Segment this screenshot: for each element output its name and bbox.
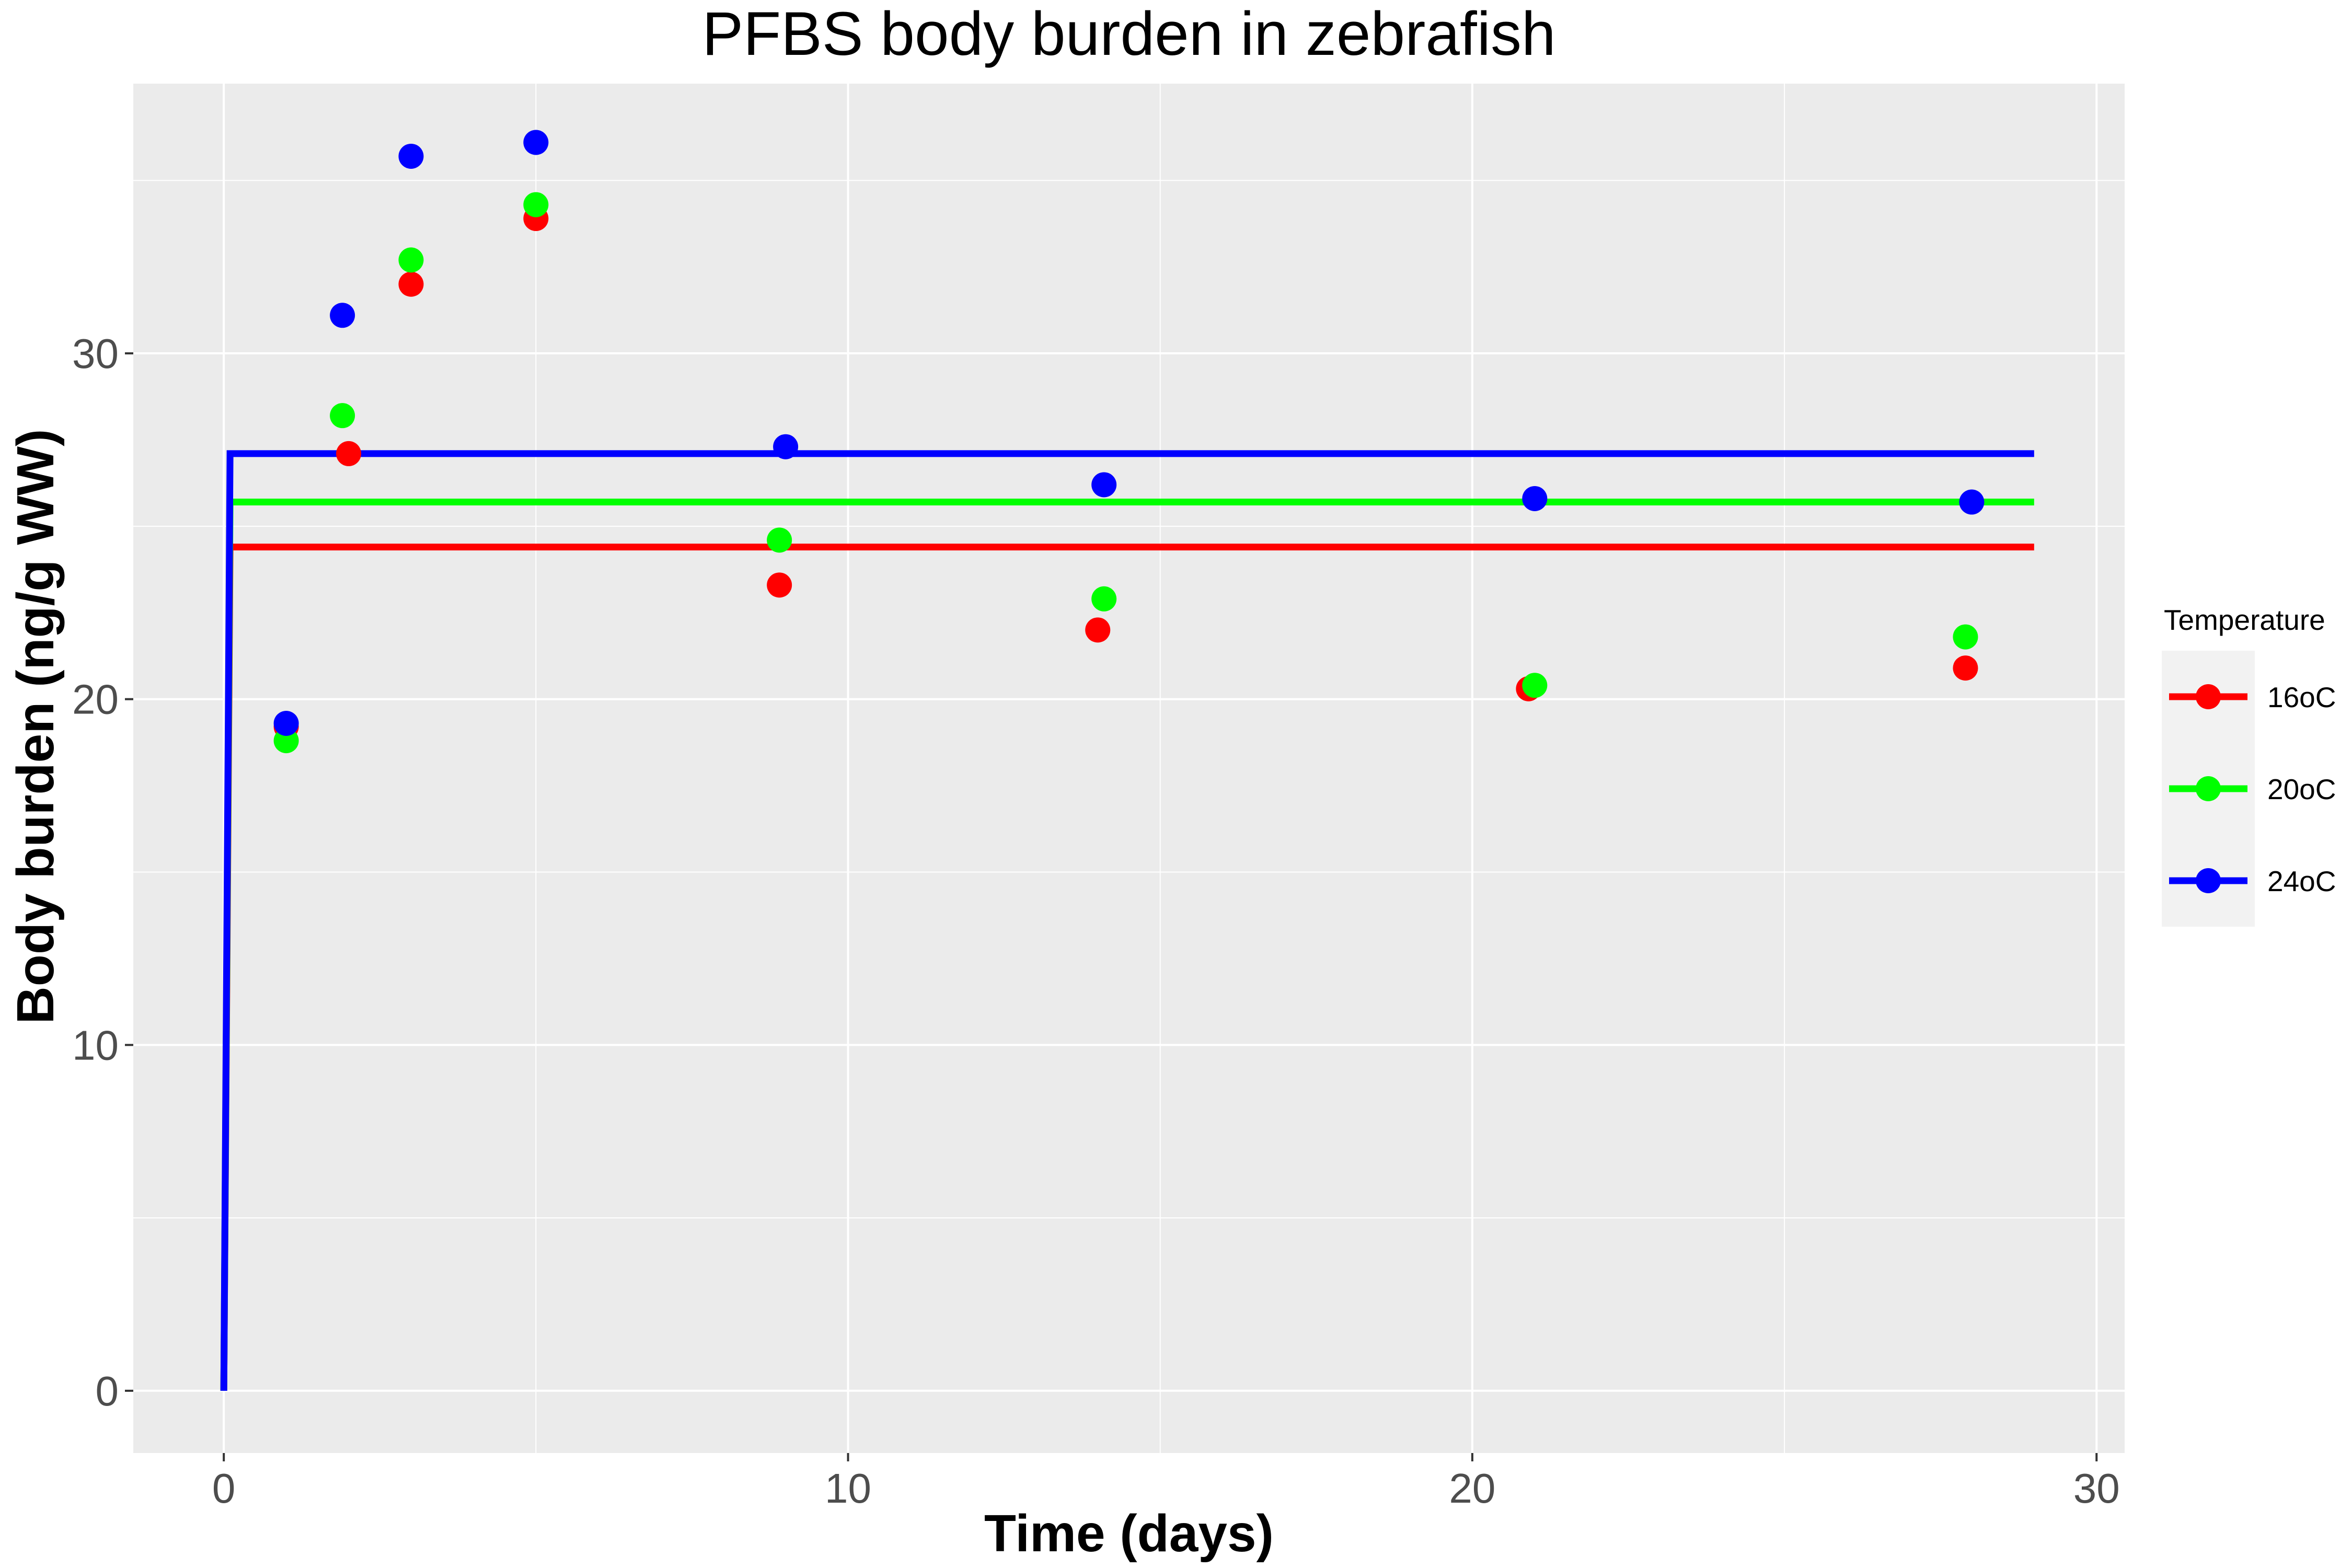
data-point-24oC	[1091, 472, 1117, 498]
x-tick-label: 30	[2073, 1465, 2120, 1512]
data-point-16oC	[1953, 655, 1978, 681]
data-point-20oC	[523, 192, 549, 217]
fit-line-24oC	[220, 450, 2034, 1391]
y-tick-label: 30	[72, 330, 119, 377]
x-axis: 0 10 20 30	[212, 1453, 2120, 1512]
x-tick-label: 0	[212, 1465, 236, 1512]
data-point-16oC	[336, 441, 362, 466]
data-points	[273, 130, 1985, 754]
data-point-24oC	[1959, 489, 1985, 515]
data-point-20oC	[273, 728, 299, 754]
data-point-16oC	[767, 572, 792, 598]
x-axis-title: Time (days)	[984, 1504, 1274, 1563]
y-axis-title: Body burden (ng/g WW)	[6, 429, 65, 1024]
data-point-20oC	[1091, 586, 1117, 612]
data-point-24oC	[398, 143, 424, 169]
plot-panel	[133, 84, 2125, 1453]
y-tick-label: 0	[96, 1368, 119, 1414]
data-point-20oC	[330, 403, 355, 429]
chart-title: PFBS body burden in zebrafish	[702, 0, 1555, 68]
data-point-20oC	[767, 527, 792, 553]
data-point-20oC	[1522, 673, 1548, 698]
data-point-20oC	[1953, 624, 1978, 650]
data-point-24oC	[1522, 486, 1548, 511]
data-point-16oC	[398, 271, 424, 297]
data-point-20oC	[398, 247, 424, 273]
data-point-24oC	[273, 710, 299, 736]
legend-key-point	[2196, 868, 2221, 893]
y-tick-label: 10	[72, 1022, 119, 1068]
x-tick-label: 20	[1449, 1465, 1495, 1512]
data-point-24oC	[773, 434, 799, 459]
y-axis: 0 10 20 30	[72, 330, 133, 1414]
legend-key-point	[2196, 684, 2221, 709]
data-point-24oC	[330, 303, 355, 328]
legend-label: 16oC	[2267, 681, 2336, 713]
legend-title: Temperature	[2164, 604, 2325, 636]
legend: Temperature 16oC 20oC 24oC	[2162, 604, 2336, 927]
legend-label: 20oC	[2267, 773, 2336, 805]
legend-label: 24oC	[2267, 865, 2336, 897]
y-tick-label: 20	[72, 676, 119, 723]
fit-lines	[220, 450, 2034, 1391]
data-point-16oC	[1085, 617, 1111, 643]
data-point-24oC	[523, 130, 549, 155]
x-tick-label: 10	[825, 1465, 871, 1512]
minor-gridlines	[133, 84, 2125, 1453]
major-gridlines	[133, 84, 2125, 1453]
legend-key-point	[2196, 776, 2221, 801]
legend-items: 16oC 20oC 24oC	[2169, 681, 2336, 897]
